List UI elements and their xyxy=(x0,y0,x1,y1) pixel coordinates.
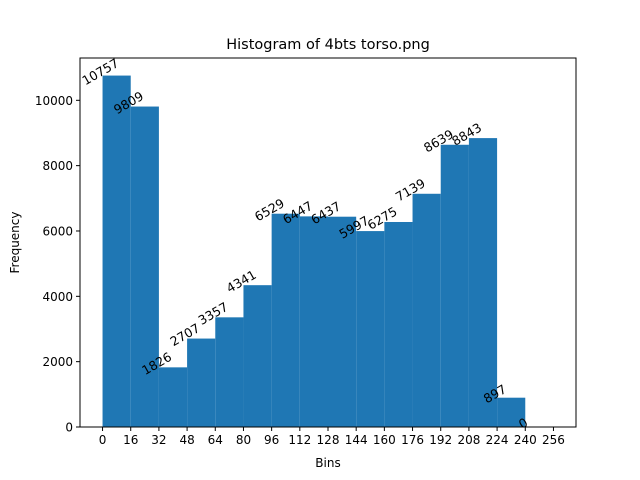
histogram-bar xyxy=(384,221,413,427)
x-axis-label: Bins xyxy=(315,456,340,470)
histogram-bar xyxy=(187,338,216,427)
x-tick-label: 32 xyxy=(151,433,166,447)
x-tick-label: 96 xyxy=(264,433,279,447)
y-axis-label: Frequency xyxy=(8,212,22,274)
histogram-bar xyxy=(243,285,272,427)
x-tick-label: 160 xyxy=(373,433,396,447)
histogram-bar xyxy=(356,231,385,427)
histogram-bar xyxy=(215,317,244,427)
x-tick-label: 112 xyxy=(288,433,311,447)
x-tick-label: 0 xyxy=(99,433,107,447)
histogram-bar xyxy=(299,216,328,427)
bars-group xyxy=(102,75,526,428)
x-tick-label: 128 xyxy=(317,433,340,447)
y-axis-ticks: 0 2000 4000 6000 8000 10000 xyxy=(35,94,80,435)
y-tick-label: 8000 xyxy=(42,159,73,173)
y-tick-label: 0 xyxy=(65,421,73,435)
x-tick-label: 192 xyxy=(429,433,452,447)
histogram-bar xyxy=(328,216,357,427)
x-tick-label: 224 xyxy=(486,433,509,447)
y-tick-label: 10000 xyxy=(35,94,73,108)
chart-title: Histogram of 4bts torso.png xyxy=(226,37,430,53)
histogram-bar xyxy=(130,106,159,427)
x-tick-label: 240 xyxy=(514,433,537,447)
histogram-bar xyxy=(158,367,188,427)
bar-value-label: 0 xyxy=(516,415,530,432)
histogram-bar xyxy=(102,75,131,428)
x-axis-ticks: 0 16 32 48 64 80 96 112 128 144 160 176 192 208 224 240… xyxy=(99,427,565,447)
x-tick-label: 208 xyxy=(457,433,480,447)
histogram-bar xyxy=(468,138,498,427)
x-tick-label: 80 xyxy=(236,433,251,447)
histogram-bar xyxy=(412,193,441,427)
x-tick-label: 144 xyxy=(345,433,368,447)
histogram-bar xyxy=(271,213,300,427)
y-tick-label: 2000 xyxy=(42,355,73,369)
y-tick-label: 4000 xyxy=(42,290,73,304)
y-tick-label: 6000 xyxy=(42,224,73,238)
histogram-bar xyxy=(497,397,526,427)
x-tick-label: 64 xyxy=(208,433,223,447)
histogram-bar xyxy=(440,144,469,427)
x-tick-label: 256 xyxy=(542,433,565,447)
x-tick-label: 48 xyxy=(179,433,194,447)
x-tick-label: 16 xyxy=(123,433,138,447)
x-tick-label: 176 xyxy=(401,433,424,447)
